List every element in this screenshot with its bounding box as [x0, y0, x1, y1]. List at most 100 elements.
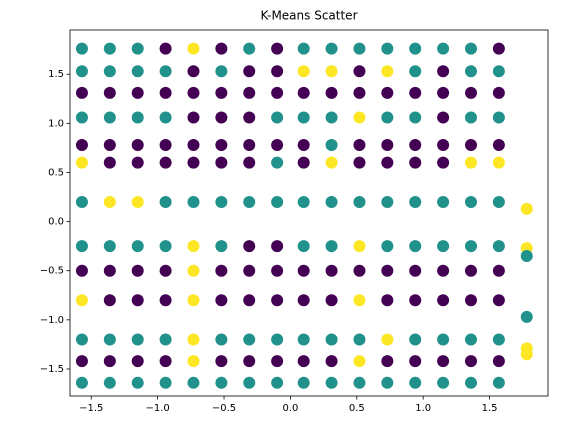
point: [215, 111, 228, 124]
point: [381, 240, 394, 253]
point: [131, 86, 144, 99]
point: [520, 202, 533, 215]
point: [271, 240, 284, 253]
point: [75, 86, 88, 99]
x-tick-label: 0.0: [282, 403, 298, 414]
point: [325, 156, 338, 169]
point: [325, 294, 338, 307]
point: [297, 294, 310, 307]
point: [437, 294, 450, 307]
point: [103, 333, 116, 346]
point: [271, 86, 284, 99]
point: [271, 195, 284, 208]
point: [215, 294, 228, 307]
point: [464, 65, 477, 78]
y-tick-label: 0.5: [48, 167, 64, 178]
x-tick-label: 1.5: [482, 403, 498, 414]
point: [437, 264, 450, 277]
point: [75, 138, 88, 151]
point: [271, 65, 284, 78]
x-tick-label: 1.0: [415, 403, 431, 414]
point: [131, 138, 144, 151]
point: [75, 264, 88, 277]
point: [409, 355, 422, 368]
point: [75, 294, 88, 307]
point: [271, 156, 284, 169]
point: [409, 240, 422, 253]
point: [325, 86, 338, 99]
point: [131, 240, 144, 253]
point: [75, 240, 88, 253]
point: [325, 42, 338, 55]
point: [437, 333, 450, 346]
point: [243, 240, 256, 253]
point: [409, 86, 422, 99]
point: [103, 65, 116, 78]
point: [464, 333, 477, 346]
point: [325, 376, 338, 389]
point: [187, 240, 200, 253]
point: [75, 333, 88, 346]
point: [381, 42, 394, 55]
point: [353, 111, 366, 124]
point: [464, 156, 477, 169]
point: [131, 376, 144, 389]
point: [243, 86, 256, 99]
point: [243, 156, 256, 169]
point: [492, 240, 505, 253]
point: [243, 376, 256, 389]
point: [271, 376, 284, 389]
point: [103, 294, 116, 307]
point: [159, 138, 172, 151]
point: [464, 111, 477, 124]
x-tick-label: −1.0: [145, 403, 169, 414]
point: [75, 111, 88, 124]
point: [353, 195, 366, 208]
point: [409, 65, 422, 78]
x-tick-label: −0.5: [212, 403, 236, 414]
point: [381, 156, 394, 169]
point: [271, 355, 284, 368]
point: [409, 195, 422, 208]
point: [271, 333, 284, 346]
x-tick-label: −1.5: [79, 403, 103, 414]
point: [464, 86, 477, 99]
point: [187, 156, 200, 169]
point: [103, 376, 116, 389]
point: [75, 376, 88, 389]
point: [464, 376, 477, 389]
point: [409, 333, 422, 346]
point: [437, 240, 450, 253]
point: [271, 138, 284, 151]
point: [103, 86, 116, 99]
point: [131, 195, 144, 208]
point: [271, 42, 284, 55]
point: [187, 376, 200, 389]
point: [464, 264, 477, 277]
point: [159, 294, 172, 307]
y-tick-label: −1.0: [40, 315, 64, 326]
point: [437, 195, 450, 208]
point: [381, 376, 394, 389]
point: [353, 138, 366, 151]
point: [297, 264, 310, 277]
point: [325, 333, 338, 346]
y-tick-label: −1.5: [40, 364, 64, 375]
point: [243, 333, 256, 346]
point: [492, 86, 505, 99]
point: [215, 240, 228, 253]
point: [297, 111, 310, 124]
point: [215, 42, 228, 55]
point: [75, 355, 88, 368]
point: [271, 111, 284, 124]
point: [187, 294, 200, 307]
point: [131, 111, 144, 124]
point: [325, 65, 338, 78]
point: [520, 348, 533, 361]
point: [131, 264, 144, 277]
point: [131, 355, 144, 368]
point: [353, 376, 366, 389]
point: [437, 111, 450, 124]
point: [215, 156, 228, 169]
